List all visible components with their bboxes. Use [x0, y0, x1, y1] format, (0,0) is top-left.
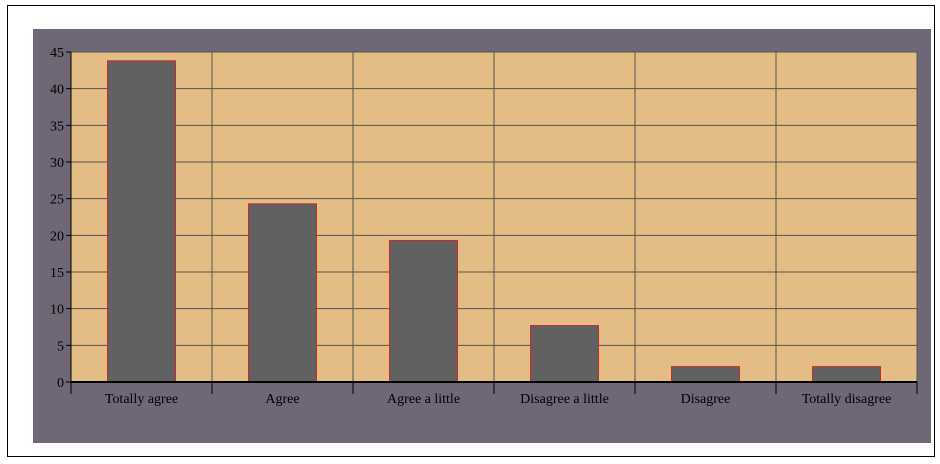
bar-totally-disagree [812, 366, 881, 383]
bar-agree-a-little [389, 239, 458, 383]
x-tick-labels: Totally agree Agree Agree a little Disagree… [105, 392, 891, 407]
y-tick-label: 10 [50, 303, 64, 318]
gridlines [71, 51, 918, 382]
y-tick-label: 40 [50, 83, 64, 98]
y-tick-label: 15 [50, 266, 64, 281]
x-tick-label: Totally disagree [802, 392, 892, 407]
y-tick-label: 35 [50, 119, 64, 134]
bars [107, 60, 881, 383]
bar-agree [248, 203, 317, 383]
y-tick-label: 25 [50, 193, 64, 208]
x-tick-label: Disagree [681, 392, 731, 407]
bar-totally-agree [107, 60, 176, 383]
x-tick-label: Disagree a little [520, 392, 609, 407]
x-tick-label: Agree a little [387, 392, 460, 407]
y-tick-labels: 0 5 10 15 20 25 30 35 40 45 [50, 46, 64, 391]
axes [66, 51, 918, 394]
y-tick-label: 0 [57, 376, 64, 391]
x-tick-label: Agree [265, 392, 299, 407]
x-tick-label: Totally agree [105, 392, 178, 407]
bar-disagree [671, 366, 740, 383]
y-tick-label: 5 [57, 339, 64, 354]
bar-disagree-a-little [530, 325, 599, 383]
y-tick-label: 45 [50, 46, 64, 61]
y-tick-label: 30 [50, 156, 64, 171]
y-tick-label: 20 [50, 229, 64, 244]
